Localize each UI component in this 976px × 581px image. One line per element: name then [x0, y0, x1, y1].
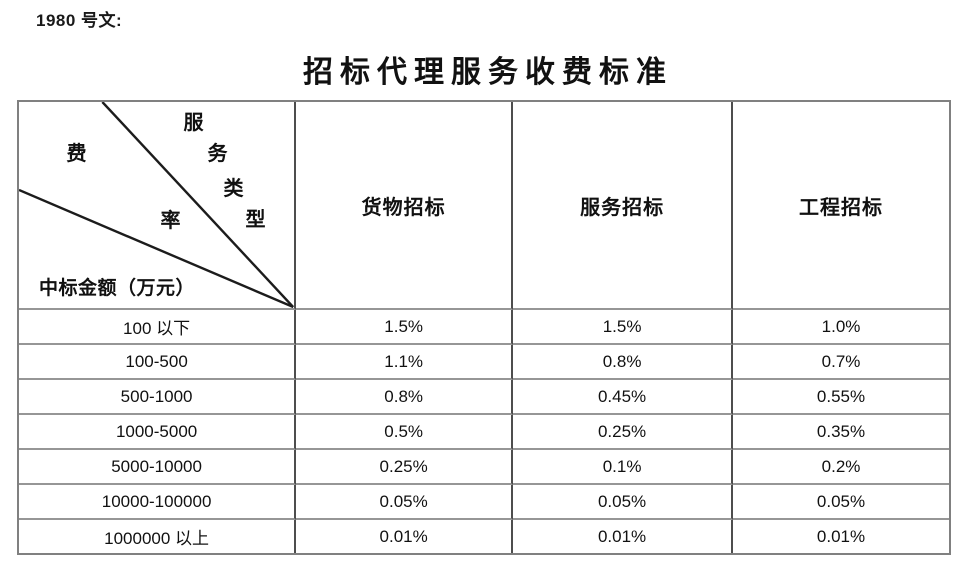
- table-row: 100-500 1.1% 0.8% 0.7%: [19, 345, 949, 380]
- table-row: 10000-100000 0.05% 0.05% 0.05%: [19, 485, 949, 520]
- goods-rate-cell: 0.5%: [296, 415, 514, 450]
- amount-range-cell: 1000-5000: [19, 415, 297, 450]
- doc-reference: 1980 号文:: [36, 11, 123, 30]
- service-rate-cell: 0.25%: [513, 415, 734, 450]
- goods-rate-cell: 1.5%: [296, 310, 514, 345]
- corner-fee-char: 费: [66, 143, 88, 165]
- service-rate-cell: 0.45%: [513, 380, 734, 415]
- corner-type-char: 务: [207, 143, 229, 165]
- corner-type-char: 型: [245, 209, 267, 231]
- table-row: 1000000 以上 0.01% 0.01% 0.01%: [19, 520, 949, 553]
- amount-range-cell: 5000-10000: [19, 450, 297, 485]
- table-row: 100 以下 1.5% 1.5% 1.0%: [19, 310, 949, 345]
- service-rate-cell: 1.5%: [513, 310, 734, 345]
- works-rate-cell: 1.0%: [733, 310, 949, 345]
- table-row: 5000-10000 0.25% 0.1% 0.2%: [19, 450, 949, 485]
- works-rate-cell: 0.01%: [733, 520, 949, 553]
- table-row: 500-1000 0.8% 0.45% 0.55%: [19, 380, 949, 415]
- goods-rate-cell: 0.01%: [296, 520, 514, 553]
- column-header-goods: 货物招标: [296, 102, 514, 310]
- corner-amount-label: 中标金额（万元）: [39, 278, 196, 299]
- column-header-works: 工程招标: [733, 102, 949, 310]
- works-rate-cell: 0.2%: [733, 450, 949, 485]
- works-rate-cell: 0.35%: [733, 415, 949, 450]
- corner-type-char: 服: [183, 112, 205, 134]
- works-rate-cell: 0.7%: [733, 345, 949, 380]
- page-title: 招标代理服务收费标准: [303, 56, 673, 89]
- goods-rate-cell: 0.8%: [296, 380, 514, 415]
- amount-range-cell: 100 以下: [19, 310, 297, 345]
- service-rate-cell: 0.1%: [513, 450, 734, 485]
- table-row: 1000-5000 0.5% 0.25% 0.35%: [19, 415, 949, 450]
- fee-table-grid: 费 率 服 务 类 型 中标金额（万元） 货物招标 服务招标 工程招标 100 …: [19, 102, 949, 553]
- amount-range-cell: 500-1000: [19, 380, 297, 415]
- goods-rate-cell: 0.05%: [296, 485, 514, 520]
- works-rate-cell: 0.05%: [733, 485, 949, 520]
- table-header-row: 费 率 服 务 类 型 中标金额（万元） 货物招标 服务招标 工程招标: [19, 102, 949, 310]
- goods-rate-cell: 1.1%: [296, 345, 514, 380]
- works-rate-cell: 0.55%: [733, 380, 949, 415]
- corner-type-char: 类: [223, 178, 245, 200]
- amount-range-cell: 100-500: [19, 345, 297, 380]
- service-rate-cell: 0.01%: [513, 520, 734, 553]
- corner-header-cell: 费 率 服 务 类 型 中标金额（万元）: [19, 102, 297, 310]
- goods-rate-cell: 0.25%: [296, 450, 514, 485]
- fee-table: 费 率 服 务 类 型 中标金额（万元） 货物招标 服务招标 工程招标 100 …: [17, 100, 951, 555]
- diagonal-lines: [19, 102, 295, 308]
- amount-range-cell: 10000-100000: [19, 485, 297, 520]
- amount-range-cell: 1000000 以上: [19, 520, 297, 553]
- column-header-service: 服务招标: [513, 102, 734, 310]
- service-rate-cell: 0.8%: [513, 345, 734, 380]
- corner-fee-char: 率: [160, 210, 182, 232]
- service-rate-cell: 0.05%: [513, 485, 734, 520]
